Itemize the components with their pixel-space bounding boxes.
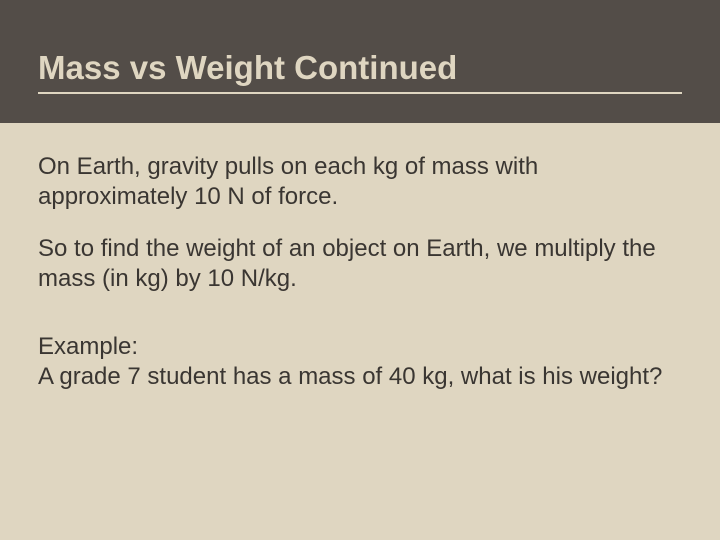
body-paragraph-1: On Earth, gravity pulls on each kg of ma… — [38, 152, 682, 212]
slide-body: On Earth, gravity pulls on each kg of ma… — [38, 152, 682, 392]
body-paragraph-3: Example:A grade 7 student has a mass of … — [38, 332, 682, 392]
body-paragraph-2: So to find the weight of an object on Ea… — [38, 234, 682, 294]
slide: Mass vs Weight Continued On Earth, gravi… — [0, 0, 720, 540]
slide-title: Mass vs Weight Continued — [38, 50, 682, 94]
